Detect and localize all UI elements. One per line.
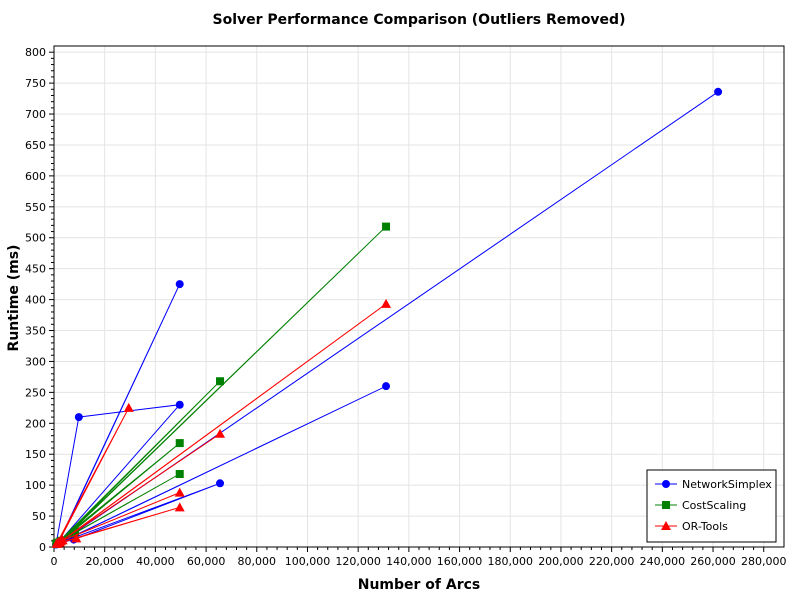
series-layer: [51, 87, 723, 549]
y-tick-label: 50: [32, 510, 46, 523]
legend-marker-networksimplex: [662, 480, 670, 488]
data-point-or-tools: [174, 487, 185, 497]
legend[interactable]: NetworkSimplex CostScaling OR-Tools: [646, 469, 777, 543]
y-tick-label: 150: [25, 448, 46, 461]
x-tick-label: 220,000: [589, 555, 635, 568]
x-tick-label: 20,000: [85, 555, 124, 568]
y-tick-label: 100: [25, 479, 46, 492]
data-point-networksimplex: [74, 413, 83, 422]
x-tick-label: 200,000: [538, 555, 584, 568]
x-tick-label: 260,000: [690, 555, 736, 568]
data-point-or-tools: [174, 502, 185, 512]
data-point-costscaling: [175, 470, 184, 479]
y-tick-label: 300: [25, 355, 46, 368]
data-point-or-tools: [52, 538, 63, 548]
data-point-or-tools: [71, 533, 82, 543]
x-tick-label: 120,000: [335, 555, 381, 568]
y-tick-label: 350: [25, 325, 46, 338]
y-tick-label: 650: [25, 139, 46, 152]
data-point-or-tools: [381, 298, 392, 308]
data-point-costscaling: [175, 439, 184, 448]
x-tick-label: 60,000: [187, 555, 226, 568]
y-tick-label: 800: [25, 46, 46, 59]
y-tick-label: 450: [25, 263, 46, 276]
y-tick-label: 500: [25, 232, 46, 245]
data-point-or-tools: [123, 402, 134, 412]
x-tick-label: 140,000: [386, 555, 432, 568]
y-tick-label: 200: [25, 417, 46, 430]
y-tick-label: 400: [25, 294, 46, 307]
legend-label: OR-Tools: [682, 520, 728, 533]
x-tick-label: 40,000: [136, 555, 175, 568]
data-point-or-tools: [215, 428, 226, 438]
legend-item-networksimplex[interactable]: NetworkSimplex: [655, 478, 772, 491]
chart-title: Solver Performance Comparison (Outliers …: [213, 12, 626, 28]
x-tick-label: 100,000: [285, 555, 331, 568]
data-point-costscaling: [216, 377, 225, 386]
legend-item-or-tools[interactable]: OR-Tools: [655, 520, 728, 533]
legend-marker-or-tools: [661, 521, 671, 530]
plot-border: [53, 45, 785, 548]
data-point-networksimplex: [175, 280, 184, 289]
legend-label: NetworkSimplex: [682, 478, 772, 491]
y-tick-label: 600: [25, 170, 46, 183]
data-point-networksimplex: [714, 87, 723, 96]
y-axis-label: Runtime (ms): [6, 245, 22, 352]
data-point-costscaling: [382, 222, 391, 231]
x-tick-label: 80,000: [238, 555, 277, 568]
y-tick-label: 550: [25, 201, 46, 214]
axes: 0 20,000 40,000 60,000 80,000 100,000 120,000 1…: [25, 45, 787, 568]
data-point-networksimplex: [216, 479, 225, 488]
series-line-or-tools: [56, 303, 387, 545]
legend-item-costscaling[interactable]: CostScaling: [655, 499, 746, 512]
data-point-networksimplex: [175, 400, 184, 409]
x-tick-label: 240,000: [640, 555, 686, 568]
y-tick-label: 700: [25, 108, 46, 121]
y-tick-label: 750: [25, 77, 46, 90]
x-tick-label: 180,000: [488, 555, 534, 568]
x-axis-label: Number of Arcs: [358, 577, 481, 593]
legend-label: CostScaling: [682, 499, 746, 512]
data-point-networksimplex: [382, 382, 391, 391]
y-tick-label: 0: [39, 541, 46, 554]
series-or-tools: [51, 298, 392, 548]
x-tick-label: 160,000: [437, 555, 483, 568]
y-tick-label: 250: [25, 386, 46, 399]
legend-marker-costscaling: [662, 501, 670, 509]
x-tick-label: 280,000: [741, 555, 787, 568]
x-tick-label: 0: [51, 555, 58, 568]
